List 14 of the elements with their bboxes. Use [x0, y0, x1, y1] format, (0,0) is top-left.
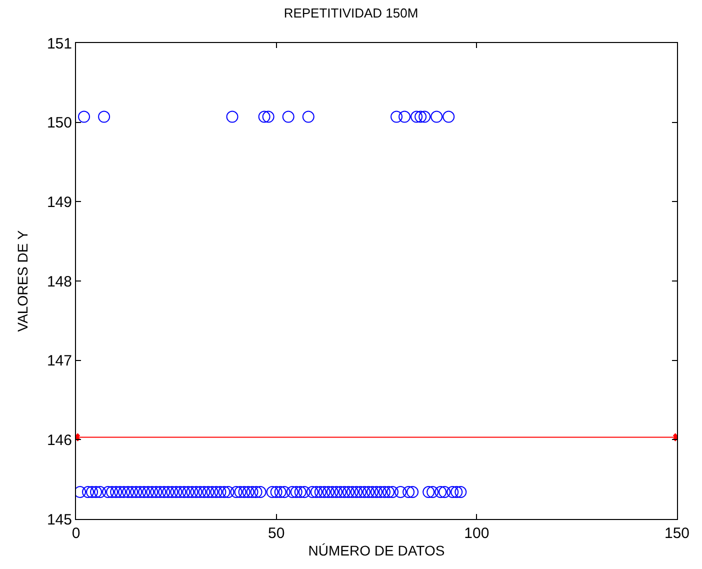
y-axis-title: VALORES DE Y [14, 230, 31, 332]
y-tick-label: 147 [46, 352, 72, 370]
y-tick-label: 146 [46, 432, 72, 449]
x-tick-label: 150 [664, 525, 690, 542]
x-tick-label: 50 [268, 525, 285, 542]
x-tick-label: 100 [464, 525, 490, 542]
y-tick-label: 151 [46, 35, 72, 52]
chart-title: REPETITIVIDAD 150M [284, 6, 418, 21]
x-tick-label: 0 [72, 525, 80, 542]
y-tick-label: 145 [46, 511, 72, 528]
y-tick-label: 149 [46, 194, 72, 211]
y-tick-label: 150 [46, 114, 72, 132]
x-axis-title: NÚMERO DE DATOS [308, 542, 445, 558]
y-tick-label: 148 [46, 273, 72, 290]
